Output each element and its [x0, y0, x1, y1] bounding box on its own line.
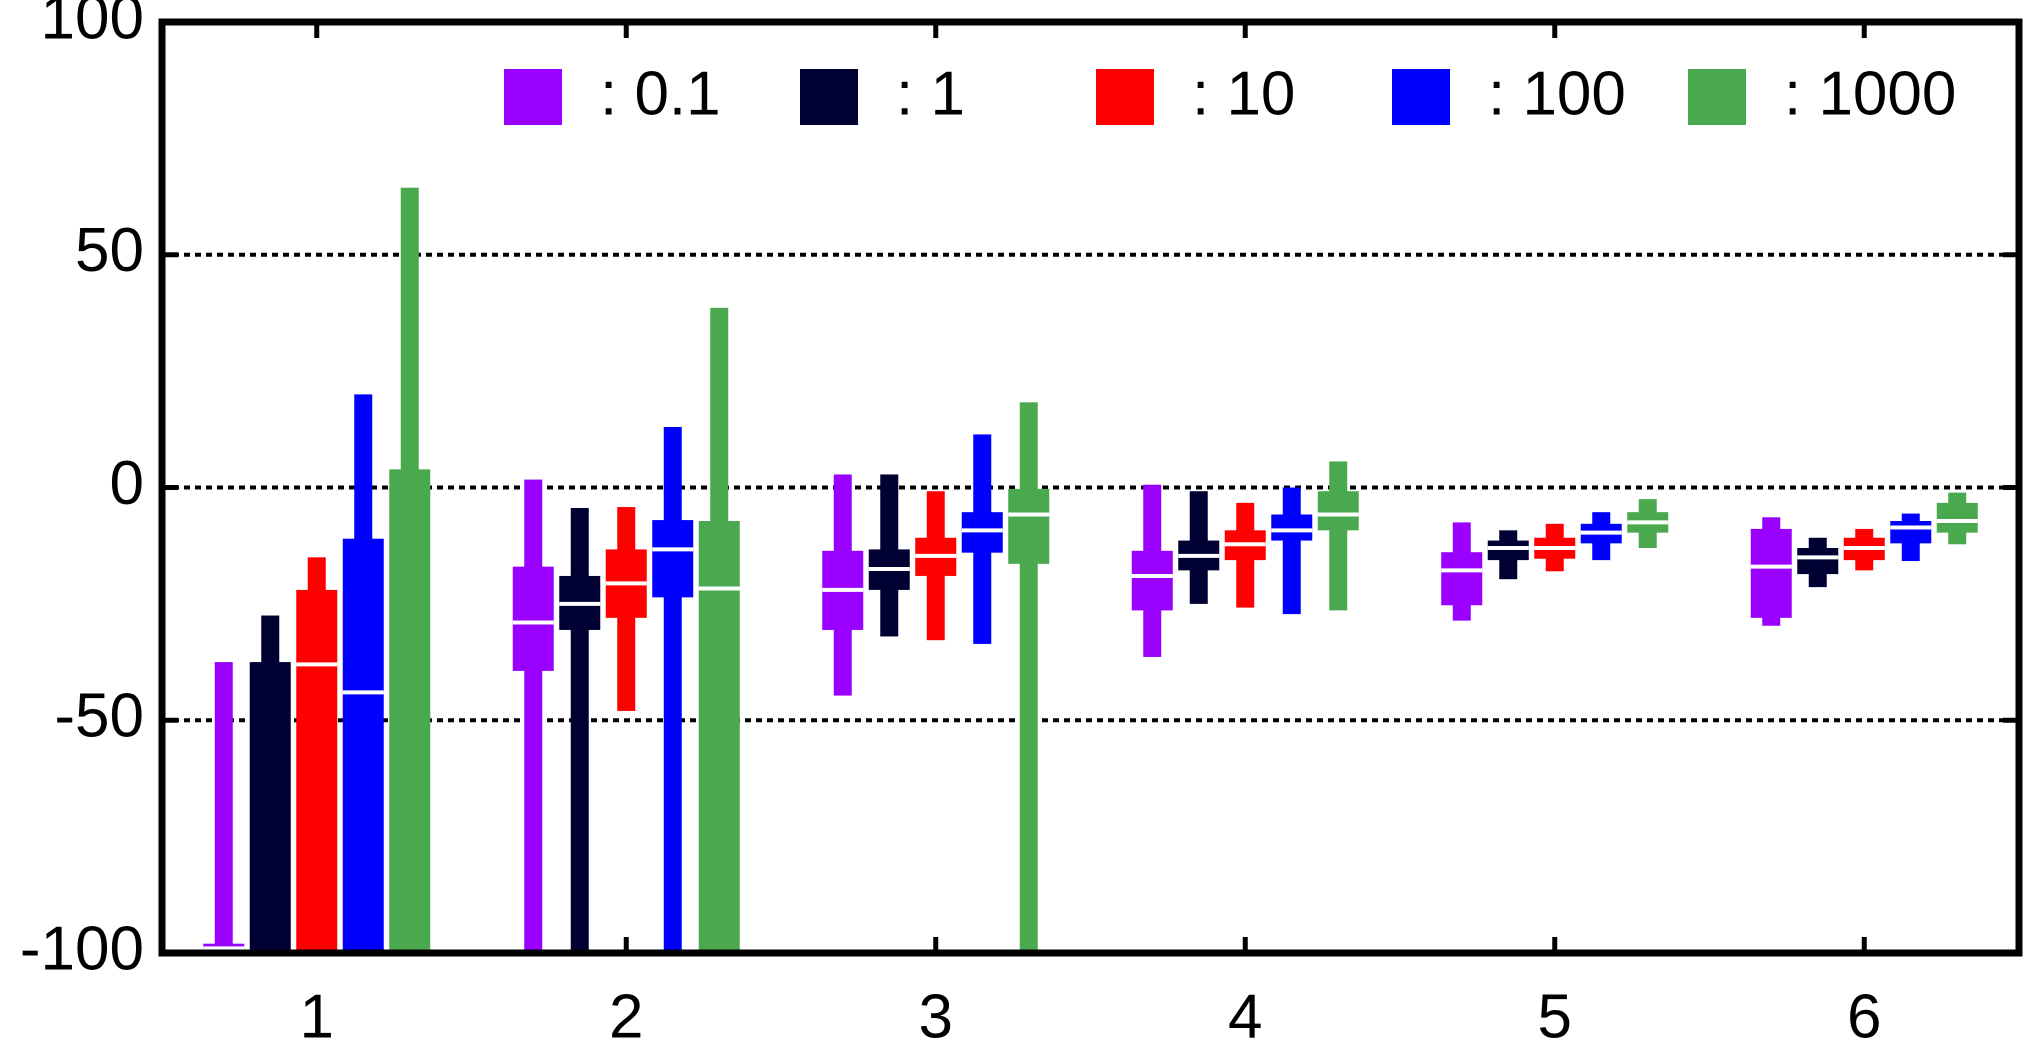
box-group — [512, 479, 554, 953]
box-group — [868, 474, 910, 637]
box — [1441, 552, 1483, 606]
box — [1131, 550, 1173, 611]
legend-swatch — [1096, 69, 1154, 125]
box — [1797, 548, 1839, 575]
box-group — [1131, 484, 1173, 657]
x-tick-label: 3 — [919, 982, 953, 1041]
box-group — [249, 615, 291, 953]
box-group — [1750, 517, 1792, 626]
box-group — [915, 491, 957, 641]
box-group — [1580, 512, 1622, 561]
box-group — [961, 434, 1003, 644]
box-group — [1627, 499, 1669, 549]
box — [1750, 528, 1792, 618]
box — [1936, 502, 1978, 533]
whisker — [1282, 487, 1301, 615]
box-group — [389, 187, 431, 953]
box-group — [559, 507, 601, 953]
box — [1317, 491, 1359, 531]
y-tick-label: 100 — [41, 0, 144, 52]
box-group — [1008, 402, 1050, 953]
box — [698, 521, 740, 953]
box — [296, 589, 338, 953]
box-group — [1317, 461, 1359, 611]
box-group — [605, 507, 647, 711]
legend-label: : 1000 — [1784, 59, 1956, 128]
legend-swatch — [1392, 69, 1450, 125]
x-tick-label: 6 — [1847, 982, 1881, 1041]
whisker — [570, 507, 589, 953]
box — [249, 662, 291, 953]
y-tick-label: 0 — [110, 449, 144, 518]
box-group — [652, 426, 694, 953]
whisker — [1329, 461, 1348, 611]
y-tick-label: -100 — [20, 914, 144, 983]
whisker — [1019, 402, 1038, 953]
box-group — [342, 394, 384, 953]
whisker — [524, 479, 543, 953]
box-group — [1441, 522, 1483, 621]
box — [512, 566, 554, 671]
y-tick-label: 50 — [75, 216, 144, 285]
whisker — [214, 662, 233, 953]
box-group — [1224, 502, 1266, 608]
box-group — [698, 307, 740, 953]
box — [1487, 540, 1529, 561]
x-tick-label: 1 — [300, 982, 334, 1041]
legend-label: : 10 — [1192, 59, 1295, 128]
legend-label: : 0.1 — [600, 59, 721, 128]
y-tick-label: -50 — [54, 682, 144, 751]
box-group — [1487, 530, 1529, 580]
box — [1271, 514, 1313, 541]
legend-swatch — [800, 69, 858, 125]
box — [342, 538, 384, 953]
box-group — [1890, 513, 1932, 562]
box-group — [296, 557, 338, 953]
box-group — [1936, 492, 1978, 545]
box — [389, 469, 431, 953]
whisker — [663, 426, 682, 953]
box-group — [203, 662, 245, 953]
box-group — [1843, 528, 1885, 571]
box — [1008, 488, 1050, 564]
box — [961, 512, 1003, 553]
box — [1890, 521, 1932, 544]
legend-label: : 100 — [1488, 59, 1626, 128]
legend-swatch — [504, 69, 562, 125]
x-tick-label: 4 — [1228, 982, 1262, 1041]
legend-swatch — [1688, 69, 1746, 125]
x-tick-label: 2 — [609, 982, 643, 1041]
box-group — [1534, 523, 1576, 572]
plot-frame — [158, 18, 2023, 957]
box-group — [1178, 491, 1220, 604]
box — [652, 520, 694, 598]
box-group — [822, 474, 864, 696]
box-group — [1797, 537, 1839, 588]
box-group — [1271, 487, 1313, 615]
legend-label: : 1 — [896, 59, 965, 128]
x-tick-label: 5 — [1538, 982, 1572, 1041]
